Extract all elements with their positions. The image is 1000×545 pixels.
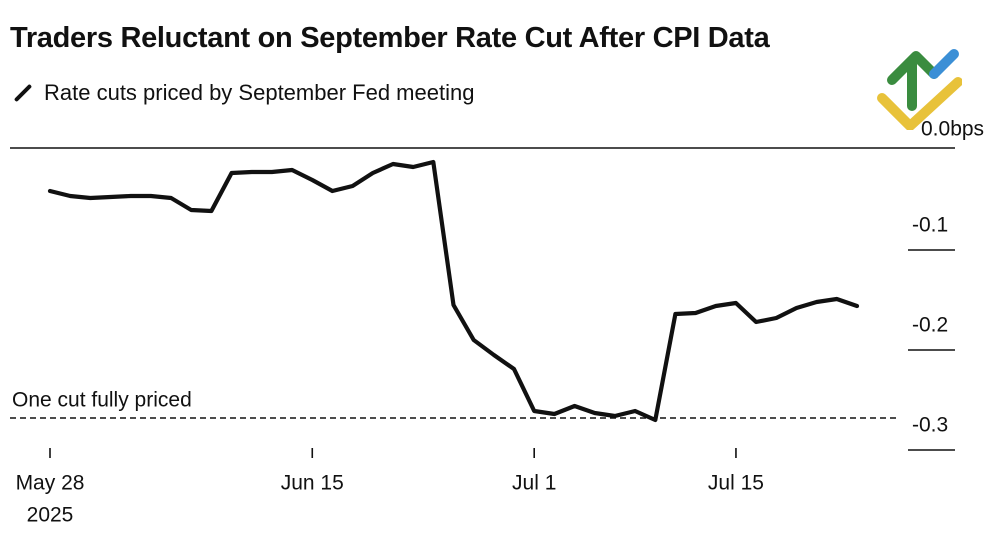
one-cut-annotation-label: One cut fully priced bbox=[12, 389, 192, 412]
x-tick-label: Jul 15 bbox=[708, 472, 764, 495]
x-tick-sublabel: 2025 bbox=[27, 504, 74, 527]
y-tick-label: -0.3 bbox=[912, 414, 948, 437]
x-tick-label: May 28 bbox=[16, 472, 85, 495]
rate-cuts-series-line bbox=[47, 159, 860, 423]
x-tick-label: Jun 15 bbox=[281, 472, 344, 495]
chart-title: Traders Reluctant on September Rate Cut … bbox=[10, 22, 770, 54]
y-tick-label: 0.0bps bbox=[921, 118, 984, 141]
legend-label: Rate cuts priced by September Fed meetin… bbox=[44, 80, 475, 105]
brand-logo-icon bbox=[877, 49, 962, 130]
y-tick-label: -0.1 bbox=[912, 214, 948, 237]
y-tick-label: -0.2 bbox=[912, 314, 948, 337]
legend: Rate cuts priced by September Fed meetin… bbox=[12, 80, 474, 106]
x-tick-label: Jul 1 bbox=[512, 472, 556, 495]
